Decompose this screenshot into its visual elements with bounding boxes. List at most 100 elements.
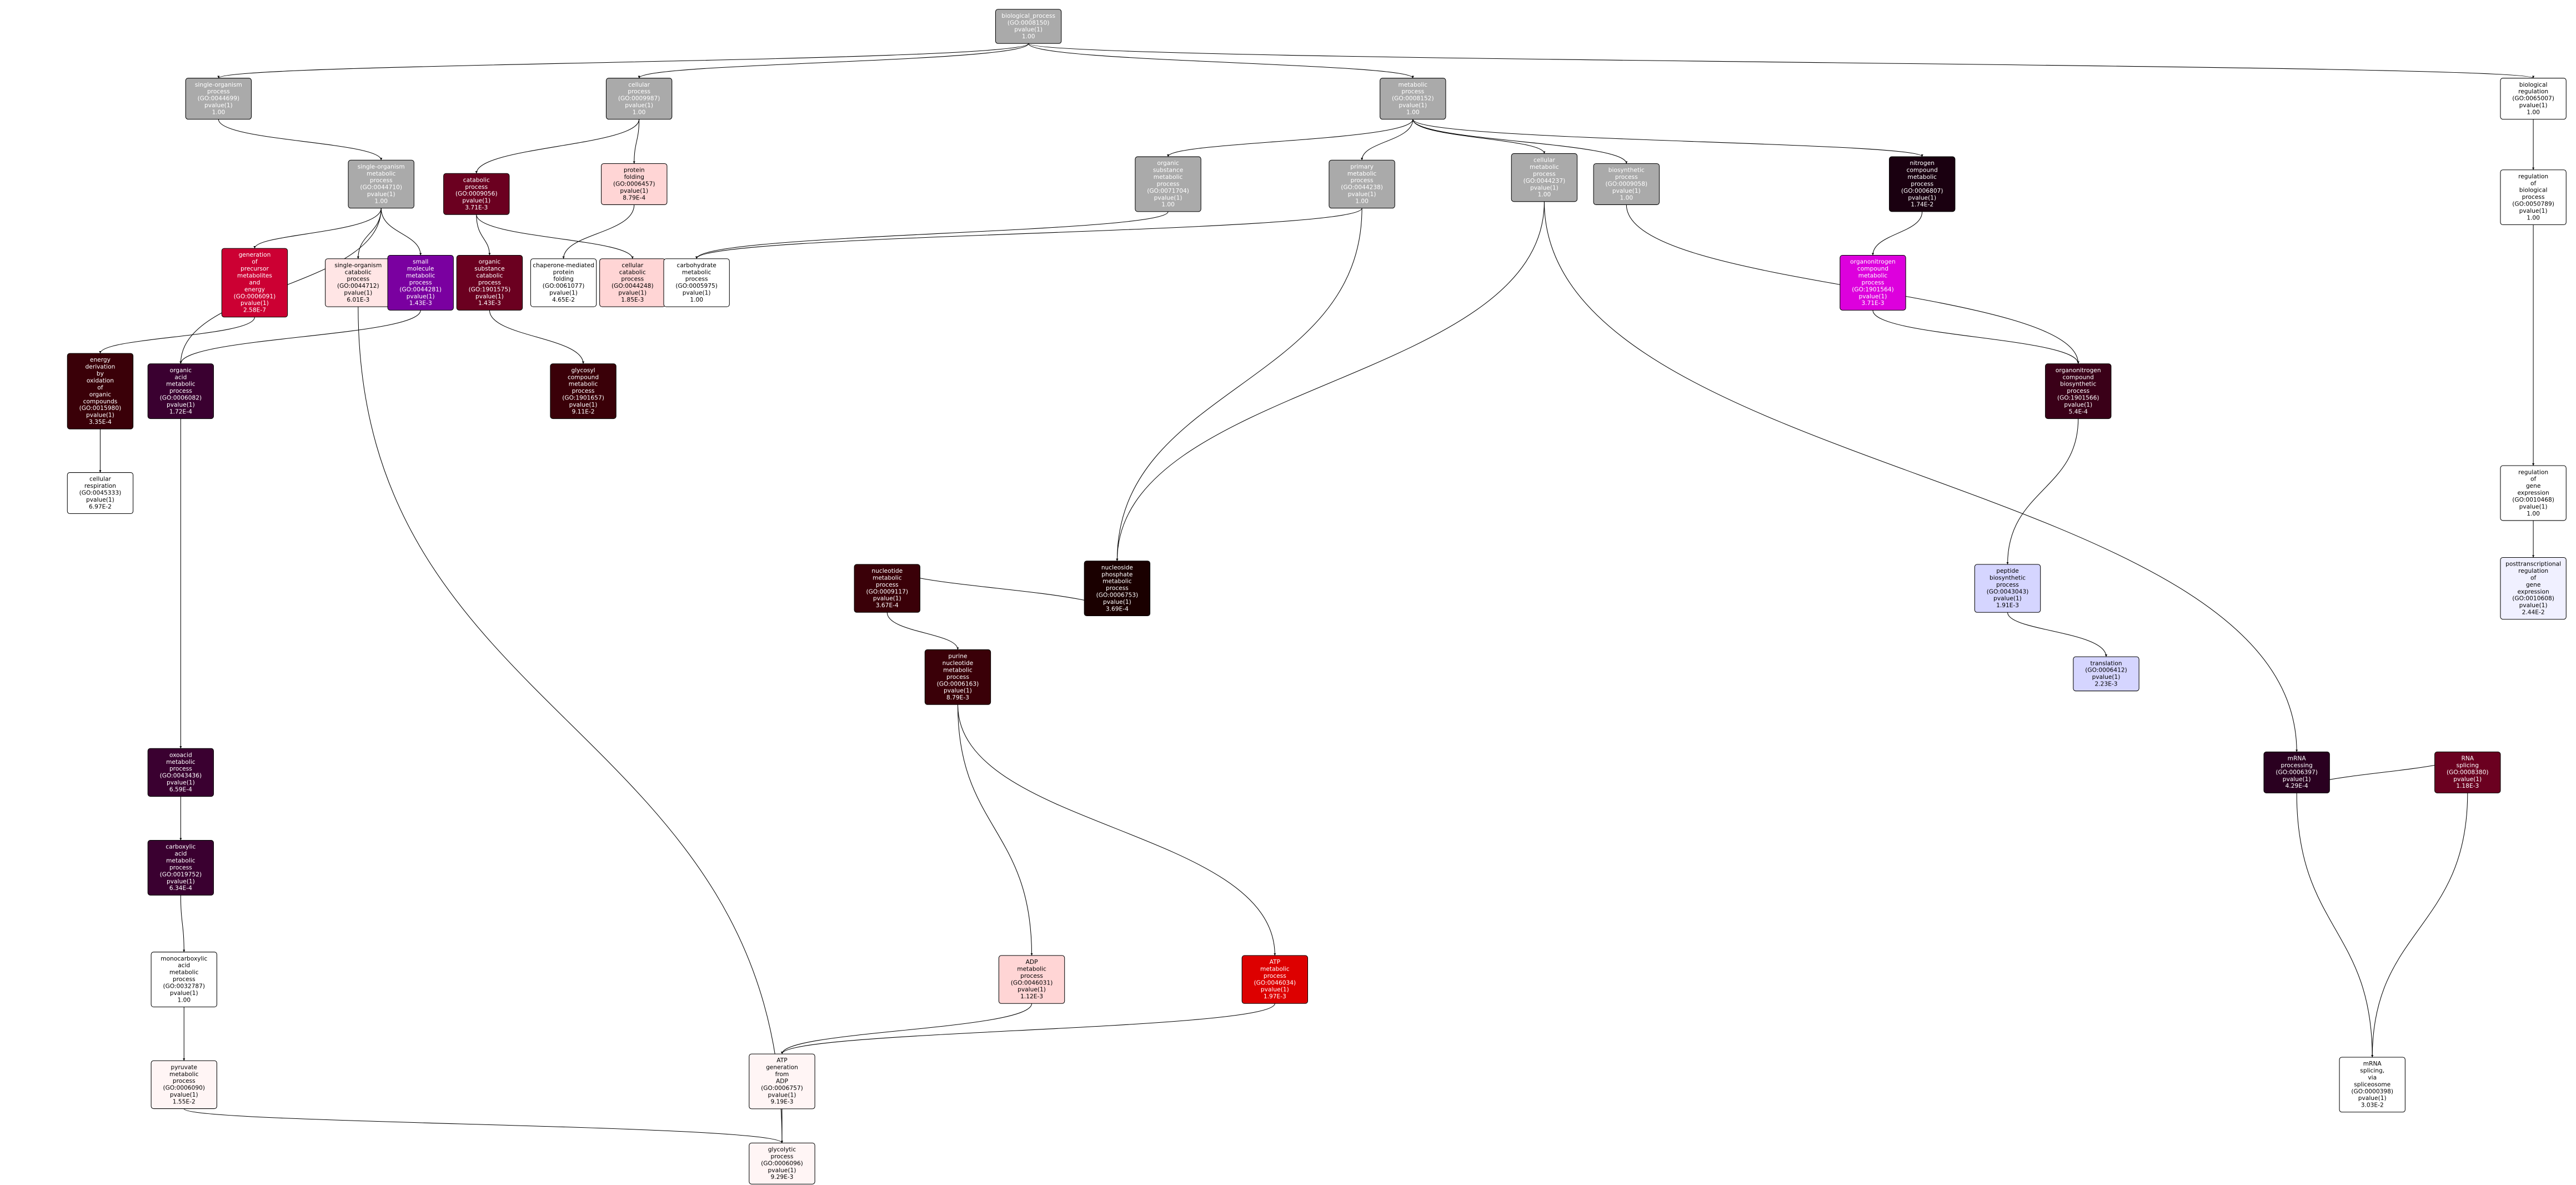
term-text: 9.11E-2: [572, 408, 595, 415]
term-box: [749, 1053, 815, 1109]
term-text: pvalue(1): [1261, 986, 1289, 993]
term-text: 1.00: [1620, 194, 1633, 201]
term-text: pvalue(1): [2064, 401, 2092, 408]
term-text: pvalue(1): [873, 595, 901, 602]
go-term: peptidebiosyntheticprocess(GO:0043043)pv…: [1974, 564, 2041, 613]
term-text: pvalue(1): [768, 1167, 796, 1174]
term-text: carbohydrate: [676, 262, 716, 269]
term-text: pvalue(1): [204, 102, 233, 109]
term-text: (GO:0009117): [866, 588, 908, 595]
term-text: cellular: [89, 476, 111, 483]
edge: [695, 208, 1362, 259]
term-text: catabolic: [476, 272, 503, 279]
term-text: metabolic: [1399, 81, 1428, 88]
term-text: ADP: [1026, 958, 1038, 966]
term-text: process: [2067, 387, 2089, 394]
term-text: 3.71E-3: [1862, 299, 1885, 307]
term-text: process: [1911, 180, 1933, 187]
term-box: [530, 258, 597, 307]
term-text: (GO:0006753): [1096, 592, 1139, 599]
edge: [183, 1108, 783, 1143]
term-text: process: [1615, 173, 1638, 181]
term-text: monocarboxylic: [161, 955, 207, 962]
go-term: organicsubstancecatabolicprocess(GO:1901…: [456, 255, 523, 311]
go-term: regulationofgeneexpression(GO:0010468)pv…: [2500, 465, 2567, 521]
go-term: organonitrogencompoundmetabolicprocess(G…: [1840, 255, 1906, 311]
term-text: single-organism: [334, 262, 382, 269]
go-term: ATPmetabolicprocess(GO:0046034)pvalue(1)…: [1241, 955, 1309, 1004]
term-text: (GO:0008152): [1392, 95, 1434, 102]
go-term: nucleosidephosphatemetabolicprocess(GO:0…: [1084, 561, 1151, 617]
term-box: [151, 952, 217, 1008]
term-text: 1.72E-4: [169, 408, 192, 415]
edge: [1871, 211, 1923, 256]
term-text: acid: [174, 850, 187, 857]
term-text: catabolic: [619, 268, 646, 276]
edge: [380, 208, 422, 256]
term-text: glycolytic: [768, 1146, 796, 1153]
term-box: [2339, 1057, 2405, 1113]
term-text: cellular: [1533, 157, 1555, 164]
term-text: pvalue(1): [167, 401, 195, 408]
term-text: compound: [1907, 167, 1938, 174]
term-text: biosynthetic: [1989, 574, 2026, 581]
term-text: (GO:0008150): [1008, 19, 1050, 26]
term-text: (GO:0015980): [79, 404, 122, 412]
term-text: pvalue(1): [569, 401, 598, 408]
term-text: process: [409, 279, 432, 286]
term-box: [1593, 163, 1660, 205]
edge: [633, 119, 640, 164]
edge: [99, 317, 255, 354]
term-text: biological_process: [1001, 12, 1055, 19]
go-term: catabolicprocess(GO:0009056)pvalue(1)3.7…: [443, 173, 510, 215]
go-term: posttranscriptionalregulationofgeneexpre…: [2500, 557, 2567, 620]
term-text: (GO:0044281): [399, 286, 442, 293]
term-box: [348, 159, 414, 209]
go-term: biological_process(GO:0008150)pvalue(1)1…: [995, 9, 1062, 44]
term-text: expression: [2517, 489, 2549, 497]
term-text: metabolic: [1907, 173, 1937, 181]
term-text: 1.55E-2: [173, 1098, 196, 1105]
go-term: generationofprecursormetabolitesandenerg…: [221, 248, 288, 318]
term-text: 1.00: [374, 198, 388, 205]
term-text: protein: [553, 268, 574, 276]
term-text: (GO:0044238): [1341, 184, 1383, 191]
term-text: process: [1264, 972, 1286, 979]
term-text: nitrogen: [1910, 159, 1934, 167]
term-text: pvalue(1): [1103, 598, 1131, 606]
term-text: process: [946, 673, 969, 681]
term-text: (GO:0044710): [360, 184, 402, 191]
term-text: 1.74E-2: [1911, 201, 1933, 208]
term-text: (GO:0032787): [163, 983, 205, 990]
term-box: [1135, 156, 1201, 212]
term-text: pvalue(1): [462, 197, 490, 204]
edge: [2007, 612, 2108, 657]
term-text: of: [252, 258, 258, 266]
edge: [1028, 43, 2534, 79]
term-text: acid: [178, 962, 190, 969]
term-text: (GO:1901566): [2057, 394, 2099, 402]
term-text: expression: [2517, 588, 2549, 595]
term-text: metabolic: [943, 666, 973, 673]
term-text: pvalue(1): [2358, 1094, 2387, 1102]
term-text: organic: [479, 258, 501, 266]
go-term: nitrogencompoundmetabolicprocess(GO:0006…: [1889, 156, 1956, 212]
edge: [476, 214, 634, 259]
term-text: pvalue(1): [367, 191, 395, 198]
term-box: [456, 255, 523, 311]
term-text: pvalue(1): [407, 293, 435, 300]
term-text: regulation: [2518, 567, 2548, 574]
go-term: ATPgenerationfromADP(GO:0006757)pvalue(1…: [749, 1053, 815, 1109]
edge: [180, 895, 186, 952]
term-text: from: [775, 1071, 789, 1078]
term-text: pvalue(1): [167, 878, 195, 885]
edge: [1116, 201, 1545, 561]
edge: [780, 1003, 1033, 1054]
term-text: metabolic: [1530, 163, 1559, 171]
term-text: 6.97E-2: [89, 503, 112, 510]
term-text: 1.00: [1161, 201, 1175, 208]
edge: [1412, 119, 1628, 164]
term-text: (GO:0006163): [937, 680, 979, 687]
term-text: metabolic: [166, 758, 196, 766]
